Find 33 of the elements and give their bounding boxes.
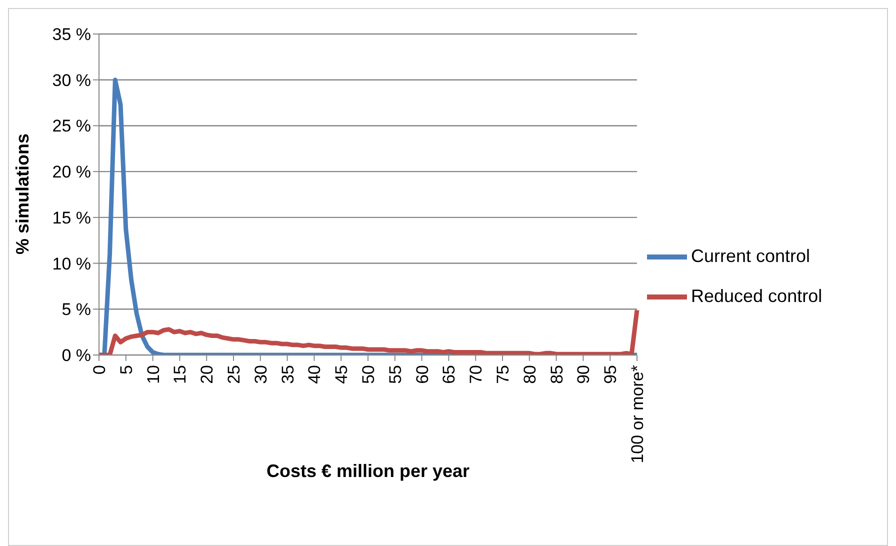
x-tick-label: 100 or more*: [628, 364, 647, 464]
y-tick-label: 35 %: [52, 25, 91, 44]
x-tick-label: 60: [412, 365, 432, 384]
x-tick-label: 35: [278, 365, 298, 384]
x-tick-label: 20: [198, 365, 217, 384]
legend-label: Reduced control: [691, 286, 822, 306]
y-tick-label: 25 %: [52, 116, 91, 136]
x-tick-label: 95: [601, 365, 620, 384]
y-tick-label: 10 %: [52, 254, 91, 274]
x-tick-label: 75: [494, 365, 512, 384]
y-axis-title: % simulations: [12, 133, 32, 254]
x-tick-label: 30: [251, 365, 270, 384]
y-tick-label: 20 %: [52, 162, 91, 182]
x-tick-label: 40: [305, 365, 324, 384]
y-tick-label: 0 %: [62, 346, 91, 366]
x-tick-label: 0: [90, 365, 109, 374]
y-tick-label: 5 %: [62, 300, 91, 320]
x-tick-label: 65: [440, 365, 459, 384]
x-tick-label: 45: [332, 365, 352, 384]
x-tick-label: 85: [547, 365, 566, 384]
y-tick-label: 15 %: [52, 208, 91, 228]
x-tick-label: 70: [466, 365, 486, 384]
x-tick-label: 55: [386, 365, 405, 384]
x-tick-label: 25: [224, 365, 244, 384]
y-tick-label: 30 %: [52, 70, 91, 90]
x-tick-label: 10: [144, 365, 163, 384]
x-tick-label: 5: [116, 365, 136, 374]
x-axis-title: Costs € million per year: [266, 461, 470, 481]
legend-label: Current control: [691, 246, 810, 266]
x-tick-label: 15: [170, 365, 190, 384]
x-tick-label: 80: [520, 365, 540, 384]
x-tick-label: 90: [574, 365, 594, 384]
x-tick-label: 50: [359, 365, 378, 384]
